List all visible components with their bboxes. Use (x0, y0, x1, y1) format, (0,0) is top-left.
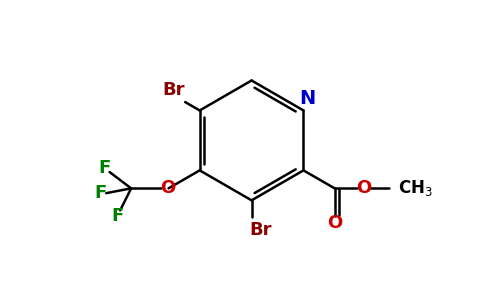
Text: N: N (299, 89, 316, 108)
Text: O: O (327, 214, 342, 232)
Text: F: F (94, 184, 106, 202)
Text: Br: Br (249, 221, 272, 239)
Text: F: F (112, 207, 124, 225)
Text: CH$_3$: CH$_3$ (398, 178, 433, 198)
Text: F: F (99, 159, 111, 177)
Text: Br: Br (162, 81, 184, 99)
Text: O: O (356, 179, 371, 197)
Text: O: O (160, 179, 175, 197)
